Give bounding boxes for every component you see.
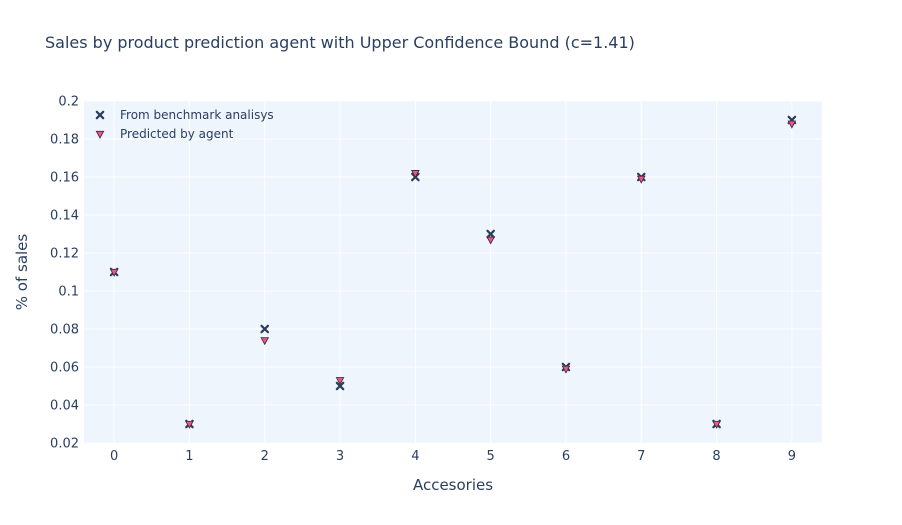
y-tick-label: 0.16: [50, 171, 79, 186]
y-tick-label: 0.02: [50, 437, 79, 452]
x-tick-label: 2: [261, 449, 269, 464]
y-axis-ticks: 0.02 0.04 0.06 0.08 0.1 0.12 0.14 0.16 0.18 0.2: [50, 95, 79, 452]
y-tick-label: 0.1: [58, 285, 79, 300]
legend-label: From benchmark analisys: [120, 108, 274, 122]
y-tick-label: 0.2: [58, 95, 79, 110]
y-tick-label: 0.14: [50, 209, 79, 224]
x-tick-label: 3: [336, 449, 344, 464]
y-tick-label: 0.12: [50, 247, 79, 262]
x-tick-label: 4: [411, 449, 419, 464]
plot-area: [84, 101, 822, 443]
legend-label: Predicted by agent: [120, 127, 234, 141]
y-tick-label: 0.08: [50, 323, 79, 338]
x-tick-label: 8: [712, 449, 720, 464]
x-tick-label: 9: [788, 449, 796, 464]
y-axis-title: % of sales: [13, 234, 31, 311]
x-axis-title: Accesories: [413, 476, 493, 494]
y-tick-label: 0.04: [50, 399, 79, 414]
x-tick-label: 7: [637, 449, 645, 464]
y-tick-label: 0.18: [50, 133, 79, 148]
x-tick-label: 6: [562, 449, 570, 464]
x-tick-label: 1: [185, 449, 193, 464]
legend-item[interactable]: From benchmark analisys: [97, 108, 274, 122]
x-tick-label: 5: [487, 449, 495, 464]
y-tick-label: 0.06: [50, 361, 79, 376]
x-axis-ticks: 0 1 2 3 4 5 6 7 8 9: [110, 449, 796, 464]
x-tick-label: 0: [110, 449, 118, 464]
